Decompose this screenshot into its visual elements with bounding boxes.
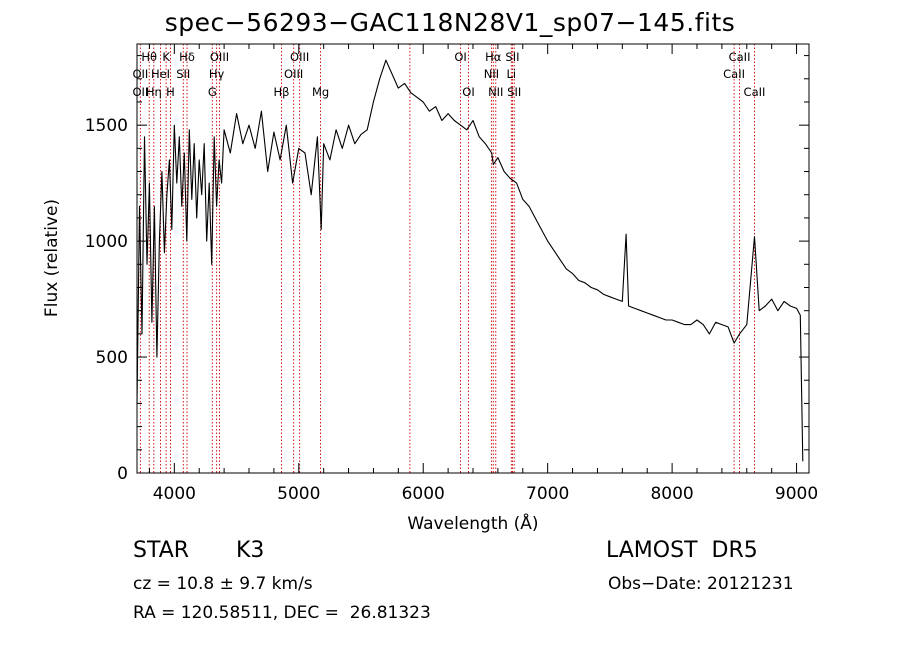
- line-marker-label: OI: [454, 50, 466, 64]
- line-marker-label: HeI: [151, 67, 170, 81]
- chart-title: spec−56293−GAC118N28V1_sp07−145.fits: [164, 8, 736, 37]
- redshift-readout: cz = 10.8 ± 9.7 km/s: [133, 574, 313, 594]
- spectrum-line: [136, 59, 804, 462]
- object-type: STAR: [133, 538, 190, 563]
- x-tick-label: 9000: [775, 484, 818, 504]
- line-marker-label: CaII: [723, 67, 745, 81]
- x-tick-label: 8000: [650, 484, 693, 504]
- line-marker-label: H: [166, 85, 175, 99]
- coordinates-readout: RA = 120.58511, DEC = 26.81323: [133, 603, 431, 623]
- line-marker-label: Li: [507, 67, 517, 81]
- line-marker-label: OII: [132, 85, 148, 99]
- x-axis-label: Wavelength (Å): [407, 512, 538, 534]
- line-marker-label: NII: [484, 67, 499, 81]
- line-marker-label: OIII: [210, 50, 229, 64]
- line-marker-label: SII: [505, 50, 519, 64]
- y-tick-label: 1000: [85, 232, 128, 252]
- line-marker-label: Hγ: [209, 67, 225, 81]
- line-marker-label: K: [162, 50, 170, 64]
- line-marker-label: Hβ: [273, 85, 289, 99]
- line-marker-label: OI: [462, 85, 474, 99]
- line-marker-label: OIII: [284, 67, 303, 81]
- line-marker-label: G: [208, 85, 217, 99]
- line-marker-label: SII: [507, 85, 521, 99]
- line-markers: [139, 44, 755, 473]
- plot-frame: [136, 43, 810, 474]
- line-marker-label: SII: [176, 67, 190, 81]
- line-marker-label: CaII: [729, 50, 751, 64]
- line-marker-label: CaII: [744, 85, 766, 99]
- line-marker-label: OIII: [290, 50, 309, 64]
- line-marker-label: OII: [132, 67, 148, 81]
- y-tick-label: 0: [117, 464, 128, 484]
- line-marker-label: Hδ: [179, 50, 195, 64]
- line-marker-label: Hα: [485, 50, 502, 64]
- x-tick-label: 5000: [277, 484, 320, 504]
- y-axis-ticks: 0 500 1000 1500: [85, 55, 809, 484]
- observation-date: Obs−Date: 20121231: [608, 574, 794, 594]
- x-axis-ticks: 4000 5000 6000 7000 8000 9000: [148, 44, 818, 504]
- x-tick-label: 7000: [526, 484, 569, 504]
- spectral-subclass: K3: [236, 538, 265, 563]
- survey-name: LAMOST DR5: [606, 538, 758, 563]
- x-tick-label: 6000: [402, 484, 445, 504]
- y-tick-label: 1500: [85, 116, 128, 136]
- x-tick-label: 4000: [153, 484, 196, 504]
- line-marker-label: NII: [488, 85, 503, 99]
- line-marker-label: Hθ: [141, 50, 157, 64]
- line-marker-label: Hη: [146, 85, 162, 99]
- y-axis-label: Flux (relative): [42, 199, 62, 317]
- y-tick-label: 500: [96, 348, 128, 368]
- line-marker-label: Mg: [312, 85, 329, 99]
